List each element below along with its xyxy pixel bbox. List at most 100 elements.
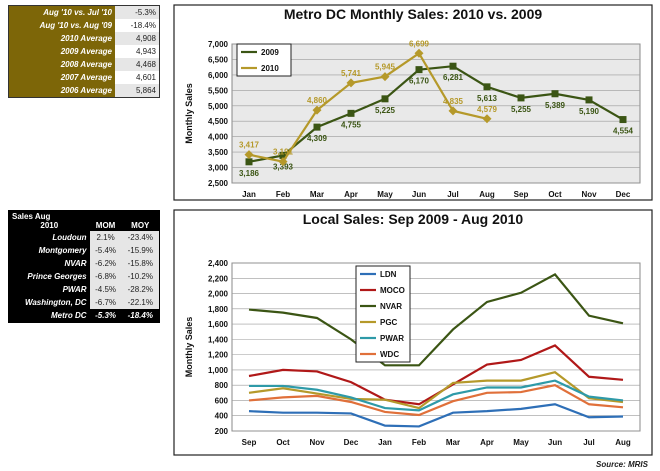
x-tick-label: Sep	[514, 190, 529, 199]
x-tick-label: Jul	[447, 190, 459, 199]
y-tick-label: 2,000	[208, 290, 229, 299]
charts: Metro DC Monthly Sales: 2010 vs. 2009 2,5…	[173, 4, 653, 456]
header-row: Sales Aug 2010 MOM MOY	[8, 210, 160, 231]
header-text: Sales Aug	[12, 212, 51, 221]
value-cell: 4,601	[135, 73, 156, 82]
table-row: PWAR -4.5% -28.2%	[8, 283, 160, 296]
data-label: 5,255	[511, 105, 532, 114]
table-row: 2007 Average 4,601	[8, 71, 160, 84]
x-tick-label: Jan	[242, 190, 256, 199]
y-tick-label: 3,000	[208, 164, 229, 173]
x-tick-label: Feb	[276, 190, 290, 199]
y-tick-label: 5,500	[208, 86, 229, 95]
value-cell: 4,908	[115, 32, 160, 45]
series-line	[248, 403, 624, 428]
value-cell: -23.4%	[121, 231, 160, 244]
y-tick-label: 600	[215, 396, 229, 405]
y-tick-label: 7,000	[208, 40, 229, 49]
y-tick-label: 3,500	[208, 148, 229, 157]
label-cell: 2010 Average	[8, 32, 115, 45]
y-tick-label: 400	[215, 412, 229, 421]
data-label: 3,393	[273, 162, 294, 171]
data-label: 4,755	[341, 120, 362, 129]
label-cell: Prince Georges	[8, 270, 90, 283]
value-cell: -15.9%	[121, 244, 160, 257]
x-tick-label: Mar	[310, 190, 324, 199]
header-text: 2010	[40, 221, 59, 230]
point-marker	[381, 95, 389, 103]
point-marker	[313, 123, 321, 131]
x-tick-label: Feb	[412, 438, 426, 447]
legend-box	[355, 265, 411, 363]
table-row: NVAR -6.2% -15.8%	[8, 257, 160, 270]
data-label: 4,835	[443, 97, 464, 106]
point-marker	[380, 72, 390, 82]
data-label: 4,579	[477, 105, 498, 114]
x-tick-label: Jul	[583, 438, 595, 447]
y-tick-label: 1,200	[208, 351, 229, 360]
table-row: Aug '10 vs. Aug '09 -18.4%	[8, 19, 160, 32]
data-label: 5,945	[375, 63, 396, 72]
label-cell: PWAR	[8, 283, 90, 296]
y-tick-label: 6,500	[208, 55, 229, 64]
value-cell: -6.8%	[89, 270, 122, 283]
summary-table: Aug '10 vs. Jul '10 -5.3% Aug '10 vs. Aug …	[8, 5, 160, 98]
point-marker	[346, 78, 356, 88]
value-cell: 4,468	[115, 58, 160, 71]
legend-label: 2010	[261, 64, 279, 73]
value-cell: -4.5%	[89, 283, 122, 296]
data-label: 5,741	[341, 69, 362, 78]
series-line	[249, 379, 624, 412]
x-tick-label: Mar	[446, 438, 460, 447]
value-cell: 2.1%	[89, 231, 122, 244]
point-marker	[415, 66, 423, 74]
data-label: 5,190	[579, 107, 600, 116]
label-cell: 2008 Average	[8, 58, 115, 71]
table-row: 2008 Average 4,468	[8, 58, 160, 71]
data-label: 4,860	[307, 96, 328, 105]
point-marker	[347, 109, 355, 117]
legend-box	[236, 43, 292, 77]
x-tick-label: Jun	[548, 438, 562, 447]
point-marker	[619, 116, 627, 124]
series-line	[248, 384, 624, 417]
point-marker	[278, 157, 288, 167]
legend-label: NVAR	[380, 302, 402, 311]
chart-title: Local Sales: Sep 2009 - Aug 2010	[303, 211, 524, 227]
data-label: 5,225	[375, 106, 396, 115]
x-tick-label: May	[377, 190, 393, 199]
data-label: 6,699	[409, 39, 430, 48]
legend-label: WDC	[380, 350, 399, 359]
x-tick-label: Jan	[378, 438, 392, 447]
label-cell: Metro DC	[8, 309, 90, 323]
x-tick-label: Oct	[548, 190, 562, 199]
point-marker	[551, 90, 559, 98]
label-cell: Montgomery	[8, 244, 90, 257]
value-cell: -5.4%	[89, 244, 122, 257]
x-tick-label: Nov	[581, 190, 597, 199]
y-tick-label: 2,500	[208, 179, 229, 188]
point-marker	[449, 62, 457, 70]
series-line	[248, 51, 488, 163]
source-note: Source: MRIS	[595, 460, 648, 469]
y-tick-label: 2,200	[208, 274, 229, 283]
label-cell: 2009 Average	[8, 45, 115, 58]
x-tick-label: Sep	[242, 438, 257, 447]
y-tick-label: 6,000	[208, 71, 229, 80]
value-cell: 5,864	[115, 84, 160, 98]
legend-label: LDN	[380, 270, 397, 279]
x-tick-label: Apr	[344, 190, 358, 199]
x-tick-label: Apr	[480, 438, 494, 447]
point-marker	[482, 114, 492, 124]
table-row: 2006 Average 5,864	[8, 84, 160, 98]
x-tick-label: Nov	[309, 438, 325, 447]
y-tick-label: 2,400	[208, 259, 229, 268]
table-row: 2010 Average 4,908	[8, 32, 160, 45]
local-table: Sales Aug 2010 MOM MOY Loudoun 2.1% -23.4% Mont…	[8, 210, 160, 323]
label-cell: 2006 Average	[8, 84, 115, 98]
x-tick-label: Aug	[479, 190, 495, 199]
data-label: 3,417	[239, 141, 260, 150]
y-tick-label: 4,500	[208, 117, 229, 126]
data-label: 3,191	[273, 148, 294, 157]
